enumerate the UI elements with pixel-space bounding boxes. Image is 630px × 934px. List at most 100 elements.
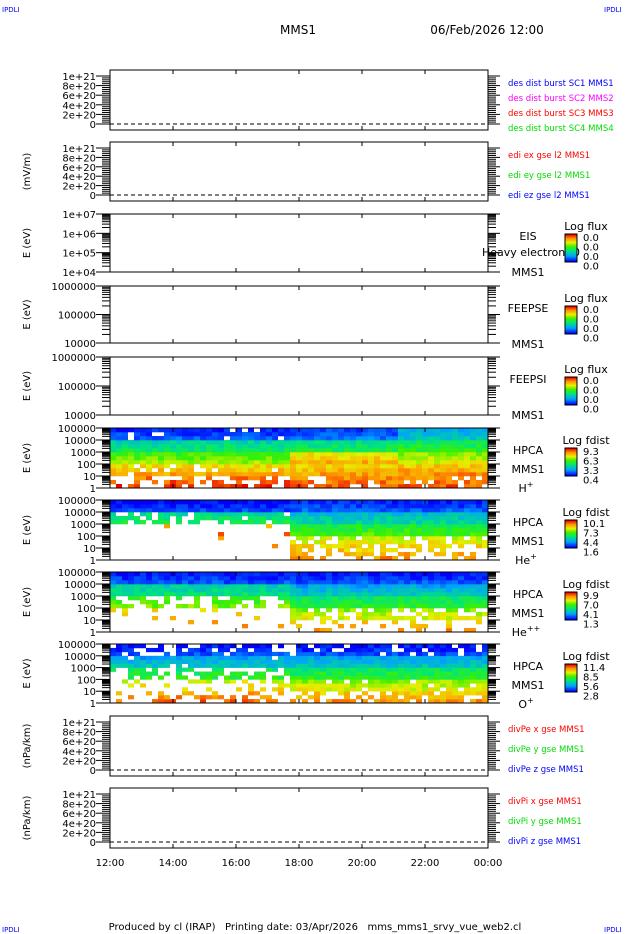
spectrogram-cell — [242, 592, 248, 597]
spectrogram-cell — [200, 464, 206, 469]
spectrogram-cell — [116, 604, 122, 609]
spectrogram-cell — [170, 576, 176, 581]
spectrogram-cell — [206, 584, 212, 589]
spectrogram-cell — [272, 436, 278, 441]
spectrogram-cell — [314, 667, 320, 672]
spectrogram-cell — [146, 584, 152, 589]
spectrogram-cell — [116, 464, 122, 469]
spectrogram-cell — [404, 667, 410, 672]
colorbar-swatch — [565, 664, 577, 666]
spectrogram-cell — [410, 695, 416, 700]
spectrogram-cell — [464, 572, 470, 577]
spectrogram-cell — [392, 592, 398, 597]
spectrogram-cell — [128, 448, 134, 453]
spectrogram-cell — [374, 600, 380, 605]
spectrogram-cell — [200, 655, 206, 661]
spectrogram-cell — [176, 428, 182, 433]
spectrogram-cell — [350, 476, 356, 481]
colorbar-title: Log flux — [564, 292, 608, 305]
spectrogram-cell — [278, 452, 284, 457]
spectrogram-cell — [410, 659, 416, 664]
spectrogram-cell — [134, 444, 140, 449]
spectrogram-cell — [302, 691, 308, 696]
spectrogram-cell — [458, 663, 464, 668]
spectrogram-cell — [296, 659, 302, 664]
spectrogram-cell — [302, 444, 308, 449]
spectrogram-cell — [158, 576, 164, 581]
spectrogram-cell — [326, 592, 332, 597]
spectrogram-cell — [350, 624, 356, 629]
spectrogram-cell — [470, 616, 476, 621]
spectrogram-cell — [374, 651, 380, 657]
spectrogram-cell — [314, 612, 320, 617]
spectrogram-cell — [446, 448, 452, 453]
spectrogram-cell — [422, 651, 428, 657]
spectrogram-cell — [212, 436, 218, 441]
spectrogram-cell — [440, 484, 446, 489]
spectrogram-cell — [362, 576, 368, 581]
spectrogram-cell — [440, 544, 446, 549]
spectrogram-cell — [266, 659, 272, 664]
spectrogram-cell — [326, 628, 332, 633]
spectrogram-cell — [194, 444, 200, 449]
spectrogram-cell — [458, 699, 464, 704]
spectrogram-cell — [122, 468, 128, 473]
spectrogram-cell — [482, 440, 488, 445]
spectrogram-cell — [476, 472, 482, 477]
spectrogram-cell — [368, 500, 374, 505]
spectrogram-cell — [170, 588, 176, 593]
spectrogram-cell — [110, 460, 116, 465]
spectrogram-cell — [224, 456, 230, 461]
spectrogram-cell — [110, 600, 116, 605]
spectrogram-cell — [470, 504, 476, 509]
colorbar-swatch — [565, 521, 577, 523]
spectrogram-cell — [392, 500, 398, 505]
spectrogram-cell — [326, 468, 332, 473]
spectrogram-cell — [272, 687, 278, 692]
y-axis-label: E (eV) — [22, 443, 33, 473]
spectrogram-cell — [434, 592, 440, 597]
spectrogram-cell — [452, 556, 458, 561]
spectrogram-cell — [326, 508, 332, 513]
spectrogram-cell — [392, 588, 398, 593]
spectrogram-cell — [350, 520, 356, 525]
spectrogram-cell — [344, 651, 350, 657]
spectrogram-cell — [362, 460, 368, 465]
spectrogram-cell — [134, 452, 140, 457]
colorbar-swatch — [565, 472, 577, 474]
spectrogram-cell — [368, 540, 374, 545]
spectrogram-cell — [218, 480, 224, 485]
spectrogram-cell — [452, 436, 458, 441]
spectrogram-cell — [338, 520, 344, 525]
spectrogram-cell — [302, 532, 308, 537]
spectrogram-cell — [422, 528, 428, 533]
spectrogram-cell — [410, 552, 416, 557]
spectrogram-cell — [338, 544, 344, 549]
spectrogram-cell — [338, 624, 344, 629]
spectrogram-cell — [464, 628, 470, 633]
spectrogram-cell — [476, 540, 482, 545]
colorbar-value: 0.0 — [583, 405, 599, 416]
spectrogram-cell — [470, 667, 476, 672]
spectrogram-cell — [440, 444, 446, 449]
spectrogram-cell — [128, 604, 134, 609]
spectrogram-cell — [152, 576, 158, 581]
spectrogram-cell — [164, 596, 170, 601]
spectrogram-cell — [482, 432, 488, 437]
spectrogram-cell — [200, 659, 206, 664]
spectrogram-cell — [326, 476, 332, 481]
spectrogram-cell — [290, 540, 296, 545]
spectrogram-cell — [362, 675, 368, 680]
spectrogram-cell — [188, 476, 194, 481]
spectrogram-cell — [188, 448, 194, 453]
spectrogram-cell — [362, 655, 368, 661]
spectrogram-cell — [476, 612, 482, 617]
colorbar-swatch — [565, 390, 577, 392]
y-axis-label: E (eV) — [22, 658, 33, 688]
spectrogram-cell — [218, 588, 224, 593]
spectrogram-cell — [338, 436, 344, 441]
corner-mark-top-right: IPDLI — [604, 6, 622, 14]
spectrogram-cell — [428, 444, 434, 449]
spectrogram-cell — [110, 608, 116, 613]
spectrogram-cell — [386, 600, 392, 605]
